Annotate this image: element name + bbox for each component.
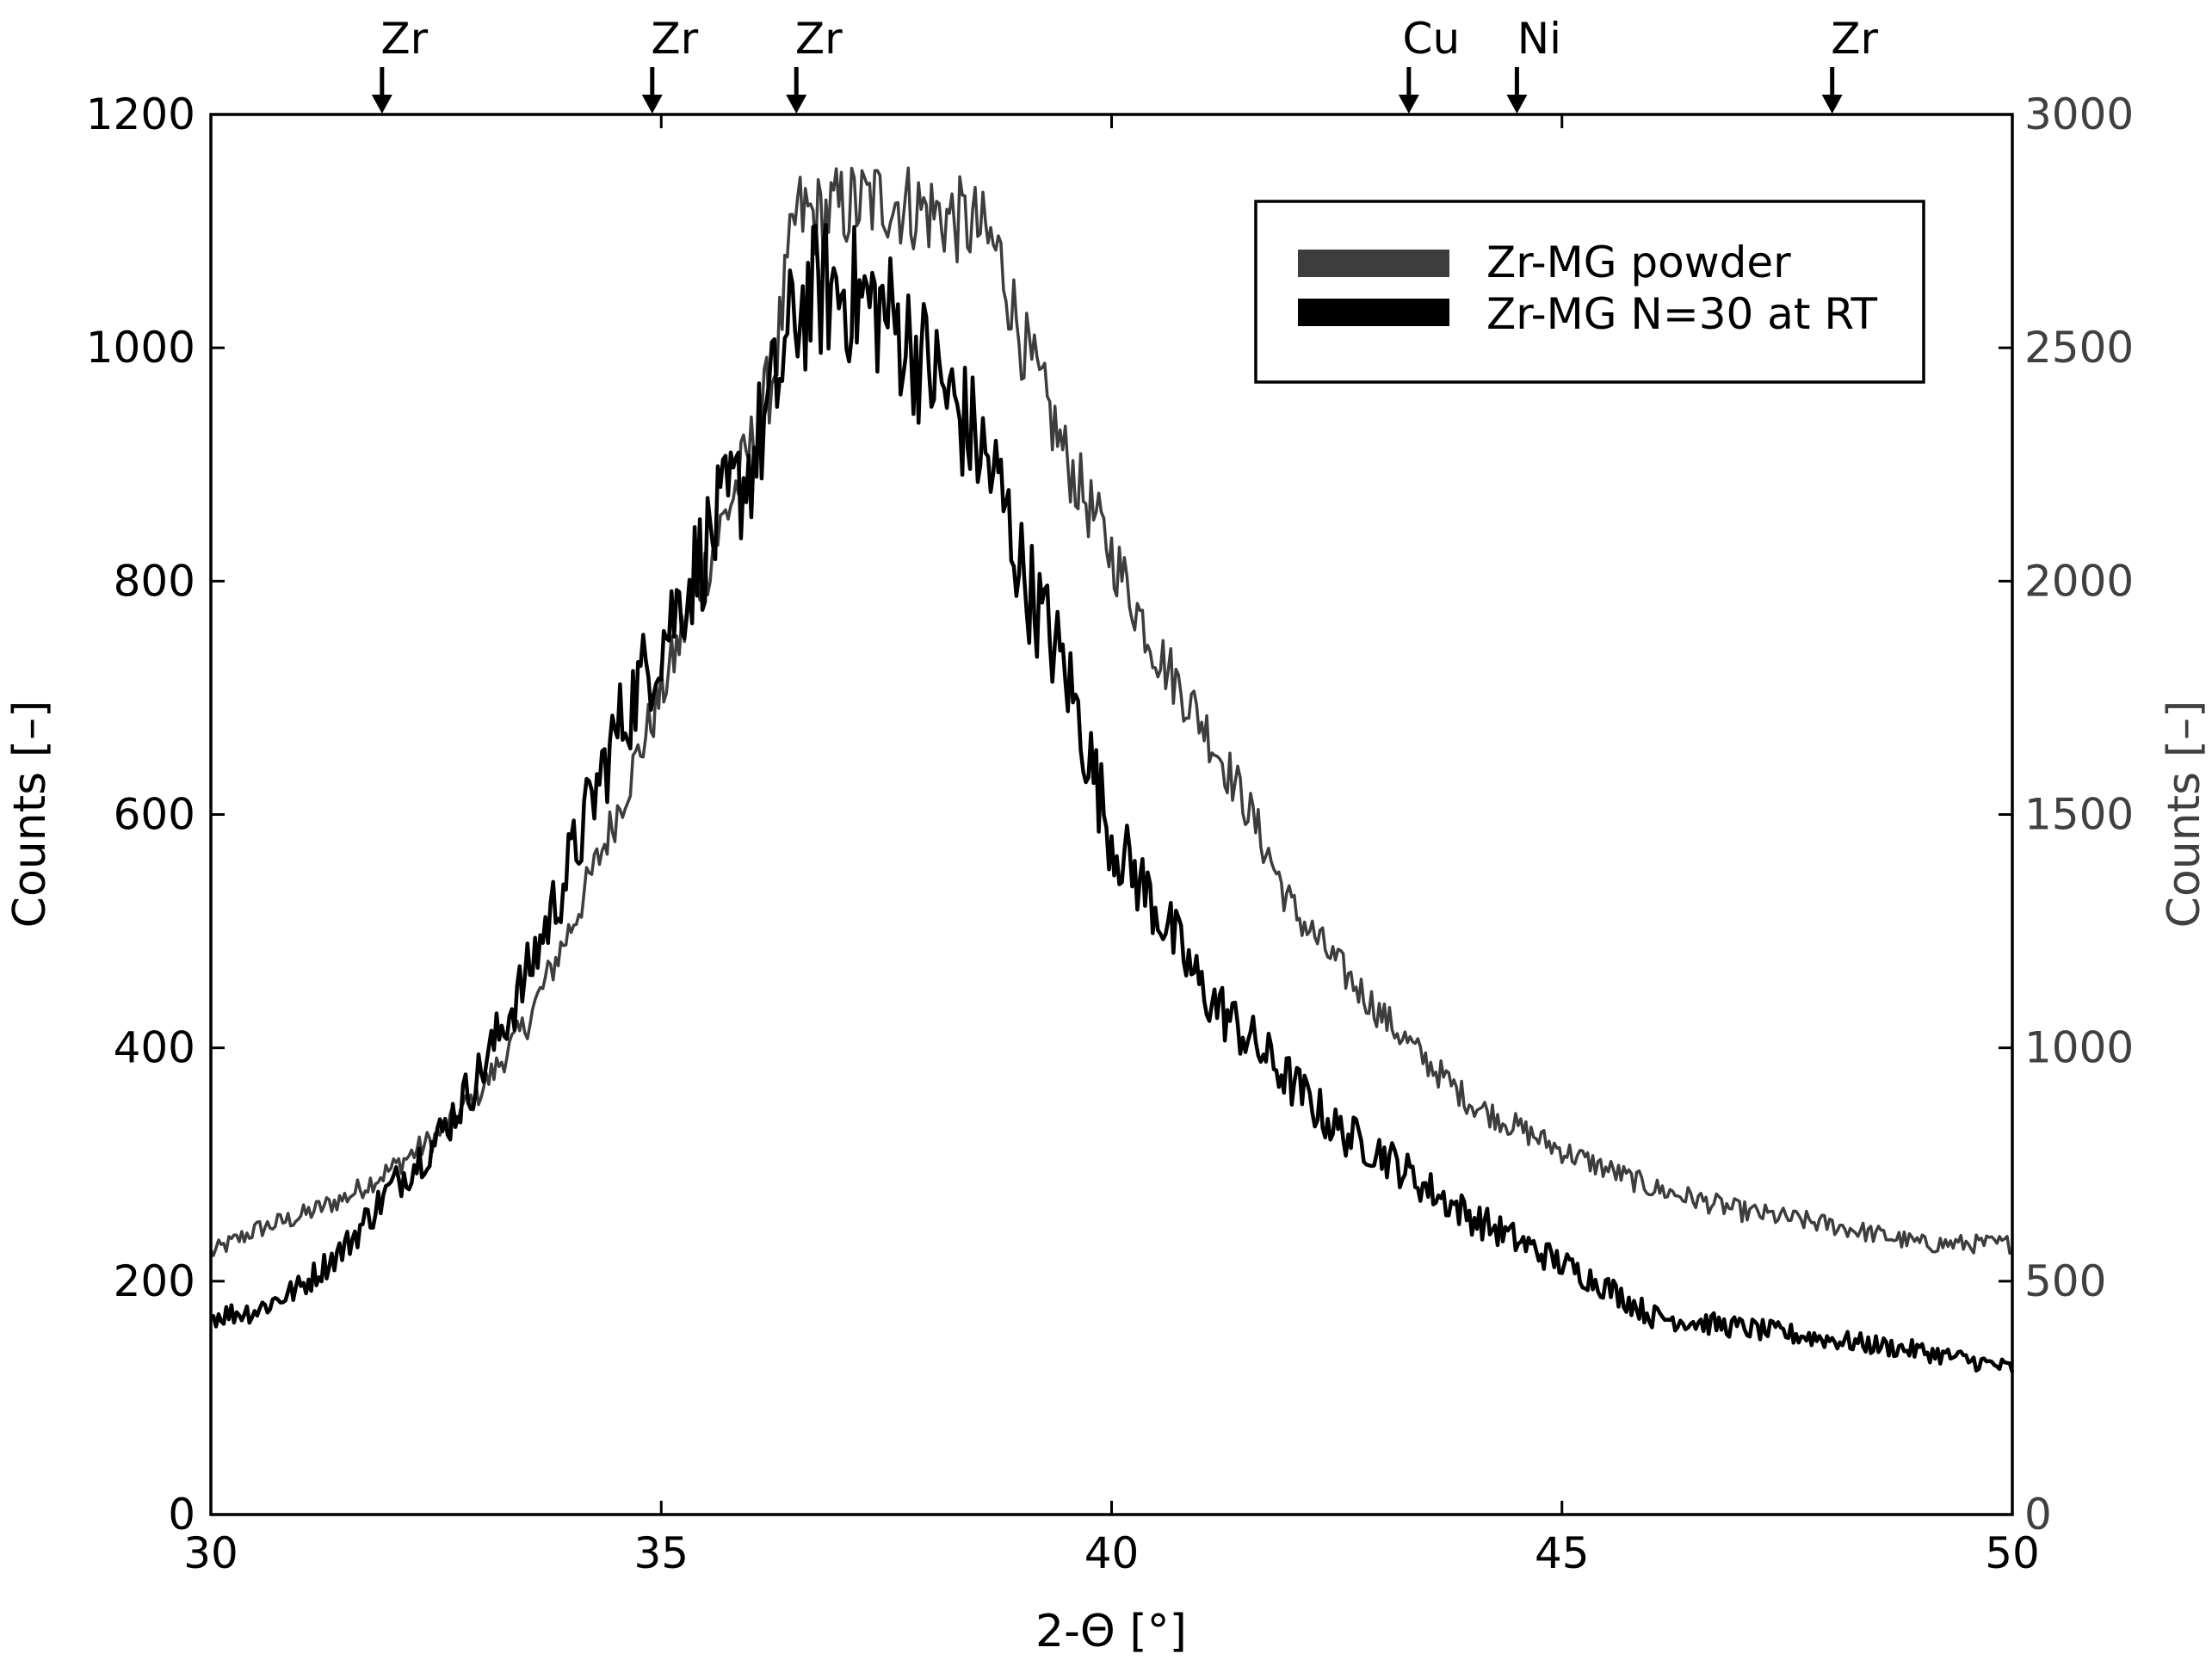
y-tick-label-left: 200: [114, 1256, 195, 1306]
legend-label-powder: Zr-MG powder: [1486, 238, 1791, 287]
peak-label: Ni: [1517, 14, 1561, 64]
y-tick-label-left: 800: [114, 556, 195, 606]
peak-arrow-head: [1506, 95, 1528, 114]
legend-swatch-powder: [1298, 250, 1449, 277]
x-tick-label: 50: [1985, 1528, 2040, 1578]
y-tick-label-left: 1200: [86, 89, 195, 139]
peak-label: Zr: [795, 14, 843, 64]
y-axis-label-left: Counts [–]: [4, 700, 56, 929]
peak-marker-layer: Zr Zr Zr Cu Ni Zr: [371, 14, 1879, 114]
y-tick-label-left: 600: [114, 790, 195, 840]
legend-label-n30: Zr-MG N=30 at RT: [1486, 289, 1877, 339]
x-tick-label: 40: [1084, 1528, 1140, 1578]
y-tick-label-right: 0: [2024, 1490, 2052, 1540]
peak-arrow-head: [786, 95, 807, 114]
x-tick-label: 35: [633, 1528, 689, 1578]
y-tick-label-right: 3000: [2024, 89, 2134, 139]
legend-box: [1254, 200, 1925, 384]
legend-swatch-n30: [1298, 299, 1449, 326]
x-tick-label: 45: [1535, 1528, 1590, 1578]
series-line-zr-mg-powder: [209, 166, 2013, 1257]
x-tick-label: 30: [183, 1528, 238, 1578]
y-tick-label-right: 1500: [2024, 790, 2134, 840]
peak-arrow-head: [371, 95, 392, 114]
peak-label: Zr: [651, 14, 698, 64]
legend: Zr-MG powder Zr-MG N=30 at RT: [1254, 200, 1925, 384]
y-tick-label-left: 1000: [86, 323, 195, 373]
axes-layer: 30 35 40 45 50020040060080010001200050010001…: [86, 89, 2135, 1578]
y-tick-label-left: 400: [114, 1023, 195, 1073]
peak-arrow-head: [641, 95, 663, 114]
y-tick-label-right: 2500: [2024, 323, 2134, 373]
peak-label: Cu: [1403, 14, 1461, 64]
y-tick-label-left: 0: [168, 1490, 195, 1540]
y-axis-label-right: Counts [–]: [2159, 700, 2210, 929]
x-axis-label: 2-Θ [°]: [1035, 1606, 1187, 1657]
series-layer: [209, 166, 2015, 1373]
series-line-zr-mg-n30: [210, 223, 2015, 1373]
y-tick-label-right: 2000: [2024, 556, 2134, 606]
peak-label: Zr: [380, 14, 428, 64]
peak-arrow-head: [1398, 95, 1419, 114]
y-tick-label-right: 1000: [2024, 1023, 2134, 1073]
y-tick-label-right: 500: [2024, 1256, 2106, 1306]
peak-arrow-head: [1821, 95, 1843, 114]
peak-label: Zr: [1831, 14, 1878, 64]
